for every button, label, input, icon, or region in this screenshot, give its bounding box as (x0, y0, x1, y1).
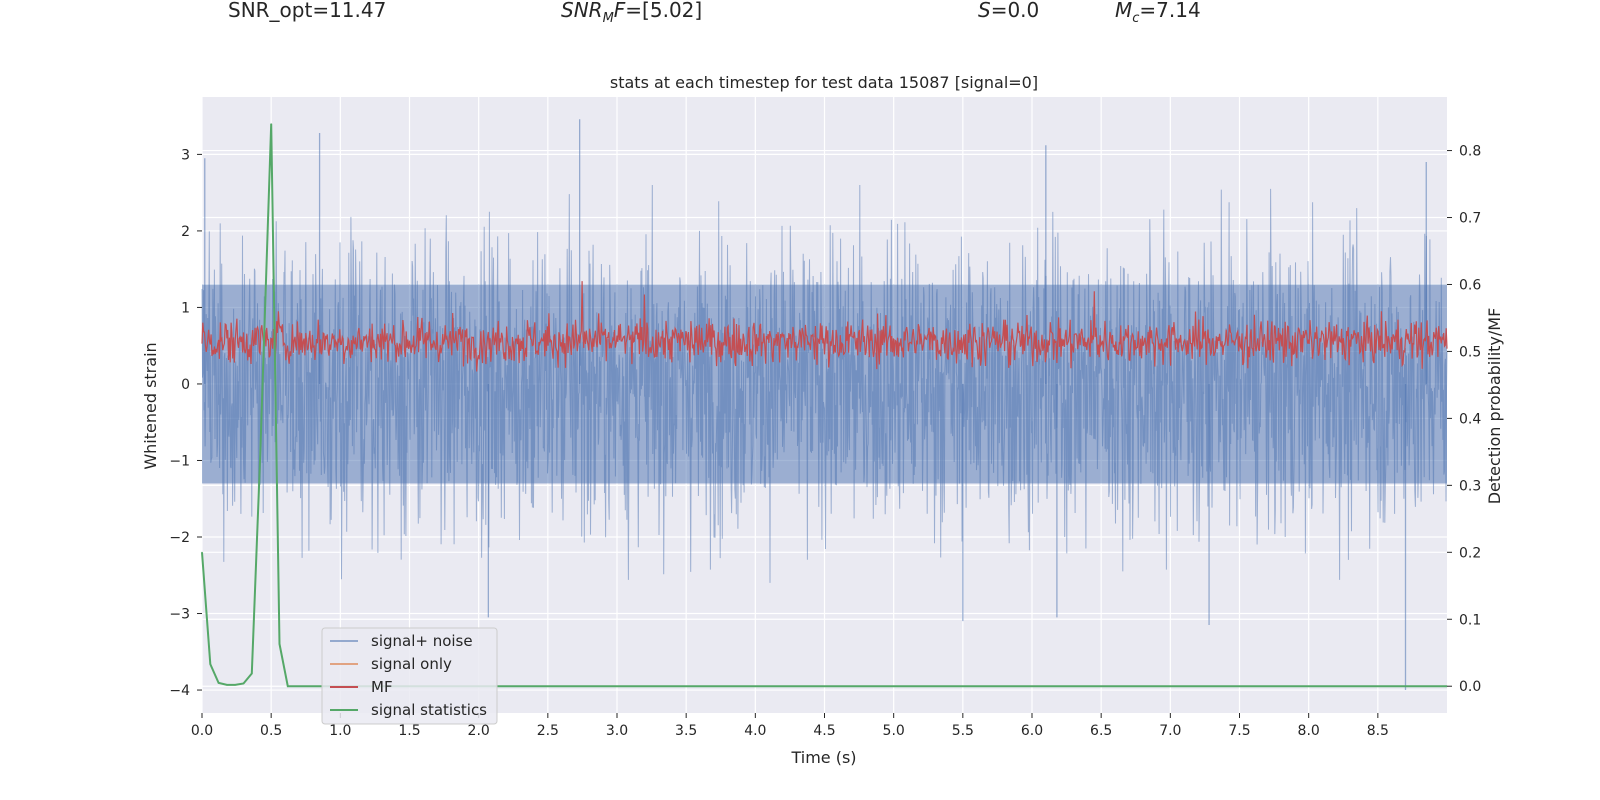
signal-statistics-point (754, 685, 756, 687)
y-right-tick-label: 0.4 (1459, 411, 1481, 427)
signal-statistics-point (1169, 685, 1171, 687)
snr-opt-label: SNR_opt=11.47 (228, 0, 387, 22)
s-label: S=0.0 (978, 0, 1040, 22)
x-tick-label: 7.0 (1159, 723, 1181, 739)
signal-statistics-point (234, 684, 236, 686)
y-right-tick-label: 0.7 (1459, 211, 1481, 227)
legend: signal+ noise signal only MF signal stat… (321, 627, 498, 725)
y-tick-label: 2 (181, 224, 190, 240)
signal-statistics-point (287, 685, 289, 687)
x-tick-label: 3.5 (675, 723, 697, 739)
signal-statistics-point (278, 643, 280, 645)
y-right-axis-label: Detection probability/MF (1485, 308, 1504, 505)
x-tick-label: 6.0 (1021, 723, 1043, 739)
mf-trace (201, 281, 1448, 372)
y-right-tick-label: 0.2 (1459, 545, 1481, 561)
x-tick-label: 2.0 (468, 723, 490, 739)
signal-statistics-point (243, 683, 244, 685)
chart-title: stats at each timestep for test data 150… (610, 73, 1038, 92)
legend-label-mf: MF (371, 678, 393, 696)
x-tick-label: 1.0 (329, 723, 351, 739)
x-tick-label: 6.5 (1090, 723, 1112, 739)
series-mf (201, 281, 1448, 372)
x-axis-label: Time (s) (790, 748, 856, 767)
signal-statistics-point (616, 685, 618, 687)
y-right-tick-label: 0.5 (1459, 344, 1481, 360)
x-tick-label: 8.0 (1298, 723, 1320, 739)
x-tick-label: 5.0 (883, 723, 905, 739)
y-tick-label: 1 (181, 300, 190, 316)
y-tick-label: −3 (169, 607, 190, 623)
y-tick-label: 0 (181, 377, 190, 393)
x-tick-label: 8.5 (1367, 723, 1389, 739)
signal-statistics-point (226, 684, 228, 686)
signal-statistics-point (218, 682, 220, 684)
y-axis-label: Whitened strain (141, 342, 160, 469)
y-tick-label: 3 (181, 147, 190, 163)
legend-label-signal-only: signal only (371, 655, 452, 673)
signal-statistics-point (270, 123, 272, 125)
signal-statistics-point (1031, 685, 1033, 687)
legend-label-signal-noise: signal+ noise (371, 632, 473, 650)
signal-statistics-point (251, 672, 253, 674)
series-signal-noise (201, 119, 1448, 691)
x-tick-label: 2.5 (537, 723, 559, 739)
y-right-tick-label: 0.1 (1459, 612, 1481, 628)
chirp-mass-label: Mc=7.14 (1115, 0, 1201, 26)
y-tick-label: −2 (169, 530, 190, 546)
x-tick-label: 0.0 (191, 723, 213, 739)
x-tick-label: 0.5 (260, 723, 282, 739)
y-tick-label: −4 (169, 683, 190, 699)
signal-statistics-point (259, 458, 261, 460)
y-tick-label: −1 (169, 453, 190, 469)
signal-statistics-point (201, 551, 203, 553)
y-right-tick-label: 0.0 (1459, 679, 1481, 695)
x-tick-label: 4.5 (813, 723, 835, 739)
y-right-tick-label: 0.6 (1459, 277, 1481, 293)
signal-statistics-point (209, 663, 211, 665)
x-tick-label: 3.0 (606, 723, 628, 739)
legend-box (321, 627, 498, 725)
y-right-tick-label: 0.8 (1459, 144, 1481, 160)
noise-trace (201, 184, 1448, 583)
y-right-tick-label: 0.3 (1459, 478, 1481, 494)
x-tick-label: 5.5 (952, 723, 974, 739)
x-tick-label: 4.0 (744, 723, 766, 739)
axes: 0.0 0.5 1.0 1.5 2.0 2.5 3.0 3.5 4.0 4.5 5.0 5.5 6.0 6… (169, 144, 1481, 739)
x-tick-label: 7.5 (1228, 723, 1250, 739)
signal-statistics-point (1308, 685, 1310, 687)
snr-mf-label: SNRMF=[5.02] (561, 0, 703, 26)
signal-statistics-point (893, 685, 895, 687)
x-tick-label: 1.5 (398, 723, 420, 739)
signal-statistics-point (298, 685, 300, 687)
legend-label-signal-statistics: signal statistics (371, 701, 487, 719)
